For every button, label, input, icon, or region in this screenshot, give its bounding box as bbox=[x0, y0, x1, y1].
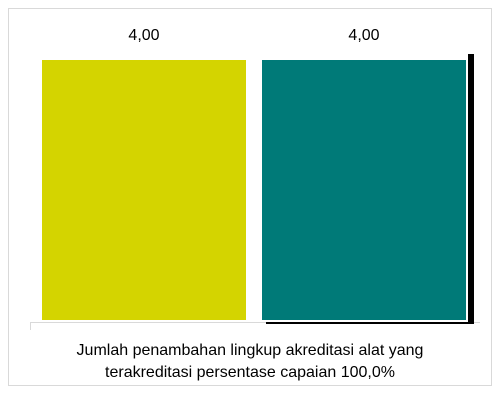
bar bbox=[42, 60, 246, 320]
value-label: 4,00 bbox=[128, 27, 159, 44]
x-tick-label: Jumlah penambahan lingkup akreditasi ala… bbox=[76, 342, 424, 381]
chart-border bbox=[8, 8, 492, 386]
bar bbox=[262, 60, 466, 320]
value-label: 4,00 bbox=[348, 27, 379, 44]
